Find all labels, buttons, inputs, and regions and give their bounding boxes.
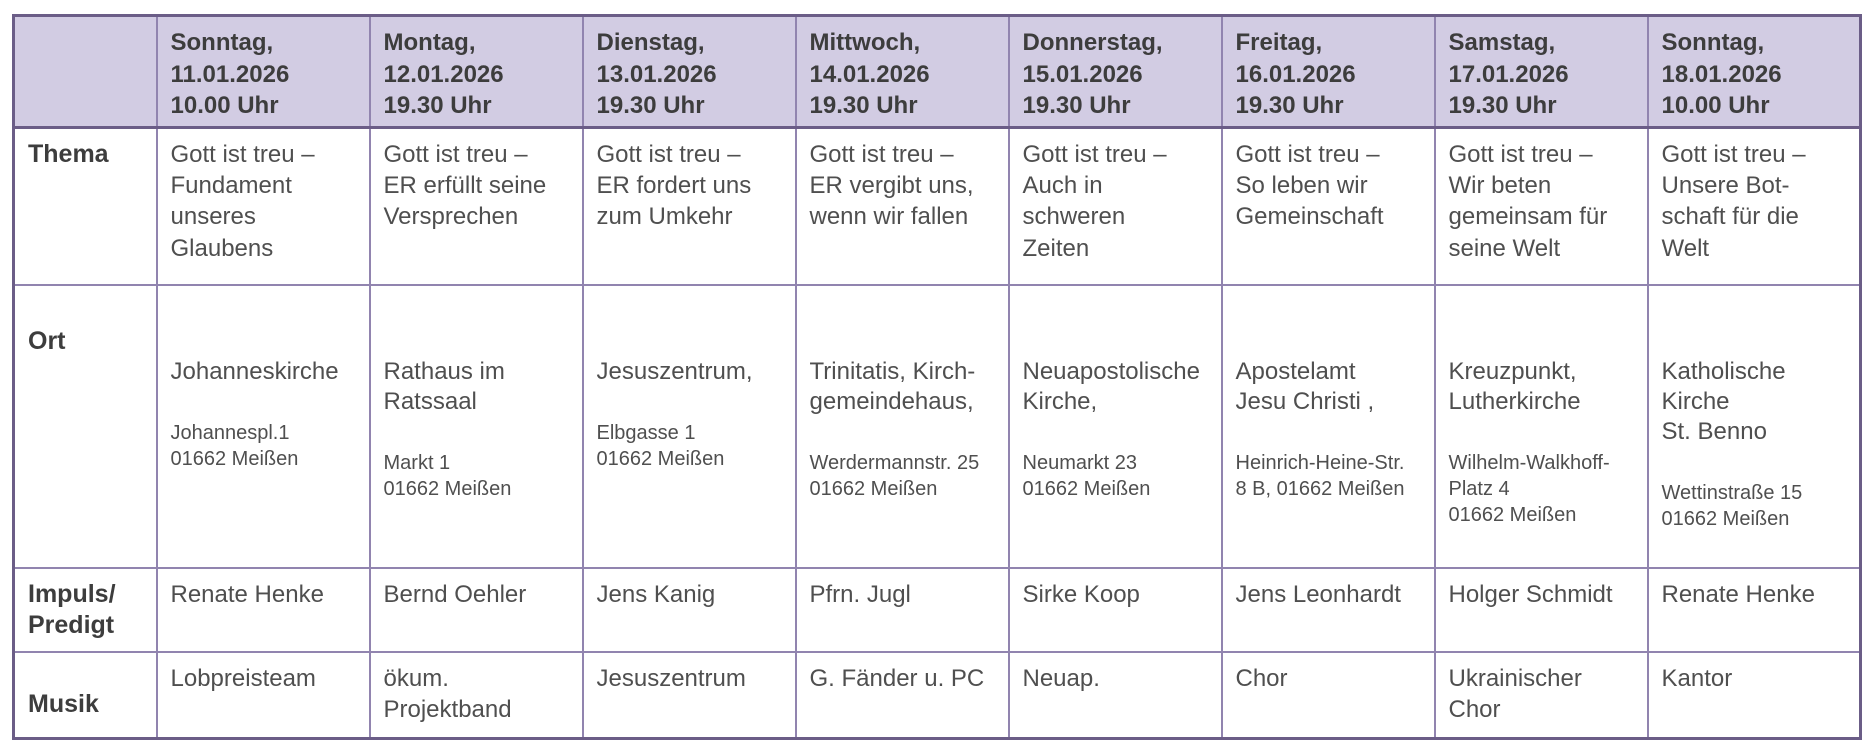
venue-address: Neumarkt 23 01662 Meißen	[1022, 451, 1151, 500]
thema-cell: Gott ist treu – Wir beten gemeinsam für …	[1433, 126, 1649, 286]
impuls-cell: Pfrn. Jugl	[794, 567, 1010, 654]
venue-name: Jesuszentrum,	[596, 357, 753, 385]
ort-cell: Trinitatis, Kirch- gemeindehaus, Werderm…	[794, 283, 1010, 570]
musik-cell: G. Fänder u. PC	[794, 651, 1010, 740]
thema-cell: Gott ist treu – ER vergibt uns, wenn wir…	[794, 126, 1010, 286]
ort-cell: Kreuzpunkt, Lutherkirche Wilhelm-Walkhof…	[1433, 283, 1649, 570]
row-label-impuls-predigt: Impuls/ Predigt	[12, 567, 158, 654]
thema-cell: Gott ist treu – Unsere Bot- schaft für d…	[1646, 126, 1862, 286]
row-label-ort: Ort	[12, 283, 158, 570]
thema-cell: Gott ist treu – ER fordert uns zum Umkeh…	[581, 126, 797, 286]
impuls-cell: Jens Leonhardt	[1220, 567, 1436, 654]
musik-cell: Chor	[1220, 651, 1436, 740]
thema-cell: Gott ist treu – ER erfüllt seine Verspre…	[368, 126, 584, 286]
impuls-cell: Renate Henke	[155, 567, 371, 654]
thema-cell: Gott ist treu – Auch in schweren Zeiten	[1007, 126, 1223, 286]
impuls-cell: Bernd Oehler	[368, 567, 584, 654]
thema-cell: Gott ist treu – Fundament unseres Glaube…	[155, 126, 371, 286]
venue-name: Apostelamt Jesu Christi ,	[1235, 357, 1375, 415]
venue-address: Markt 1 01662 Meißen	[383, 451, 512, 500]
header-cell-sonntag-18: Sonntag, 18.01.2026 10.00 Uhr	[1646, 14, 1862, 130]
musik-cell: Jesuszentrum	[581, 651, 797, 740]
impuls-predigt-row: Impuls/ Predigt Renate Henke Bernd Oehle…	[12, 567, 1862, 654]
header-cell-freitag-16: Freitag, 16.01.2026 19.30 Uhr	[1220, 14, 1436, 130]
impuls-cell: Renate Henke	[1646, 567, 1862, 654]
venue-address: Wilhelm-Walkhoff- Platz 4 01662 Meißen	[1448, 451, 1610, 526]
venue-address: Heinrich-Heine-Str. 8 B, 01662 Meißen	[1235, 451, 1405, 500]
venue-address: Wettinstraße 15 01662 Meißen	[1661, 481, 1803, 530]
thema-cell: Gott ist treu – So leben wir Gemeinschaf…	[1220, 126, 1436, 286]
header-cell-samstag-17: Samstag, 17.01.2026 19.30 Uhr	[1433, 14, 1649, 130]
ort-row: Ort Johanneskirche Johannespl.1 01662 Me…	[12, 283, 1862, 570]
header-corner-cell	[12, 14, 158, 130]
impuls-cell: Holger Schmidt	[1433, 567, 1649, 654]
impuls-cell: Sirke Koop	[1007, 567, 1223, 654]
venue-name: Katholische Kirche St. Benno	[1661, 357, 1786, 445]
venue-name: Trinitatis, Kirch- gemeindehaus,	[809, 357, 976, 415]
musik-row: Musik Lobpreisteam ökum. Projektband Jes…	[12, 651, 1862, 740]
ort-cell: Johanneskirche Johannespl.1 01662 Meißen	[155, 283, 371, 570]
venue-address: Johannespl.1 01662 Meißen	[170, 421, 299, 470]
ort-cell: Neuapostolische Kirche, Neumarkt 23 0166…	[1007, 283, 1223, 570]
ort-cell: Jesuszentrum, Elbgasse 1 01662 Meißen	[581, 283, 797, 570]
musik-cell: ökum. Projektband	[368, 651, 584, 740]
venue-name: Johanneskirche	[170, 357, 339, 385]
header-cell-montag-12: Montag, 12.01.2026 19.30 Uhr	[368, 14, 584, 130]
header-cell-sonntag-11: Sonntag, 11.01.2026 10.00 Uhr	[155, 14, 371, 130]
venue-name: Rathaus im Ratssaal	[383, 357, 505, 415]
venue-address: Werdermannstr. 25 01662 Meißen	[809, 451, 980, 500]
venue-address: Elbgasse 1 01662 Meißen	[596, 421, 725, 470]
venue-name: Kreuzpunkt, Lutherkirche	[1448, 357, 1581, 415]
musik-cell: Ukrainischer Chor	[1433, 651, 1649, 740]
row-label-thema: Thema	[12, 126, 158, 286]
header-cell-dienstag-13: Dienstag, 13.01.2026 19.30 Uhr	[581, 14, 797, 130]
thema-row: Thema Gott ist treu – Fundament unseres …	[12, 126, 1862, 286]
header-cell-donnerstag-15: Donnerstag, 15.01.2026 19.30 Uhr	[1007, 14, 1223, 130]
musik-cell: Lobpreisteam	[155, 651, 371, 740]
ort-cell: Katholische Kirche St. Benno Wettinstraß…	[1646, 283, 1862, 570]
ort-cell: Apostelamt Jesu Christi , Heinrich-Heine…	[1220, 283, 1436, 570]
ort-cell: Rathaus im Ratssaal Markt 1 01662 Meißen	[368, 283, 584, 570]
week-schedule-table: Sonntag, 11.01.2026 10.00 Uhr Montag, 12…	[12, 14, 1862, 740]
header-cell-mittwoch-14: Mittwoch, 14.01.2026 19.30 Uhr	[794, 14, 1010, 130]
impuls-cell: Jens Kanig	[581, 567, 797, 654]
header-row: Sonntag, 11.01.2026 10.00 Uhr Montag, 12…	[12, 14, 1862, 130]
venue-name: Neuapostolische Kirche,	[1022, 357, 1200, 415]
musik-cell: Neuap.	[1007, 651, 1223, 740]
musik-cell: Kantor	[1646, 651, 1862, 740]
row-label-musik: Musik	[12, 651, 158, 740]
